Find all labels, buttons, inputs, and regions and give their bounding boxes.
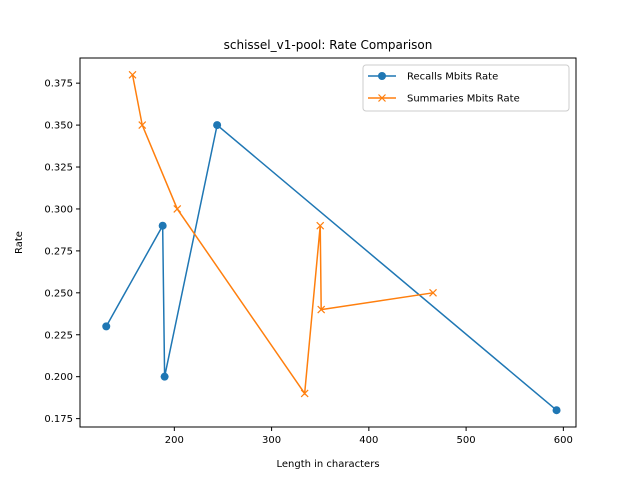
legend-marker: [378, 72, 386, 80]
legend-label: Summaries Mbits Rate: [407, 94, 520, 105]
series-1: [102, 121, 561, 415]
series-2: [128, 70, 437, 398]
y-tick-label: 0.200: [44, 372, 73, 383]
x-tick-label: 600: [554, 435, 573, 446]
legend-marker: [378, 94, 386, 102]
legend-item: Summaries Mbits Rate: [368, 94, 520, 105]
y-tick-label: 0.250: [44, 288, 73, 299]
y-tick-label: 0.225: [44, 330, 73, 341]
y-tick-label: 0.350: [44, 121, 73, 132]
data-point: [128, 70, 137, 79]
data-point: [160, 372, 169, 381]
ticks: 200 300 400 500 600 0.175 0.200 0.225 0.250 0.275…: [44, 79, 573, 446]
legend-label: Recalls Mbits Rate: [407, 72, 498, 83]
data-point: [102, 322, 111, 331]
legend-box: [362, 64, 570, 112]
data-point: [316, 221, 325, 230]
x-axis-label: Length in characters: [276, 459, 379, 470]
legend-item: Recalls Mbits Rate: [368, 72, 498, 83]
data-point: [552, 406, 561, 415]
data-point: [300, 389, 309, 398]
x-tick-label: 300: [262, 435, 281, 446]
data-point: [173, 205, 182, 213]
data-point: [317, 305, 326, 314]
y-tick-label: 0.375: [44, 79, 73, 90]
y-tick-label: 0.325: [44, 163, 73, 174]
legend: Recalls Mbits Rate Summaries Mbits Rate: [362, 64, 570, 112]
x-tick-label: 200: [165, 435, 184, 446]
chart-title: schissel_v1-pool: Rate Comparison: [224, 38, 433, 52]
data-point: [158, 221, 167, 230]
data-point: [213, 121, 222, 130]
y-tick-label: 0.175: [44, 414, 73, 425]
x-tick-label: 400: [359, 435, 378, 446]
y-tick-label: 0.300: [44, 204, 73, 215]
y-axis-label: Rate: [14, 231, 25, 254]
axes-frame: [79, 57, 577, 428]
data-point: [429, 288, 437, 297]
y-tick-label: 0.275: [44, 246, 73, 257]
data-point: [138, 121, 147, 130]
plot-area: [102, 70, 561, 415]
x-tick-label: 500: [457, 435, 476, 446]
